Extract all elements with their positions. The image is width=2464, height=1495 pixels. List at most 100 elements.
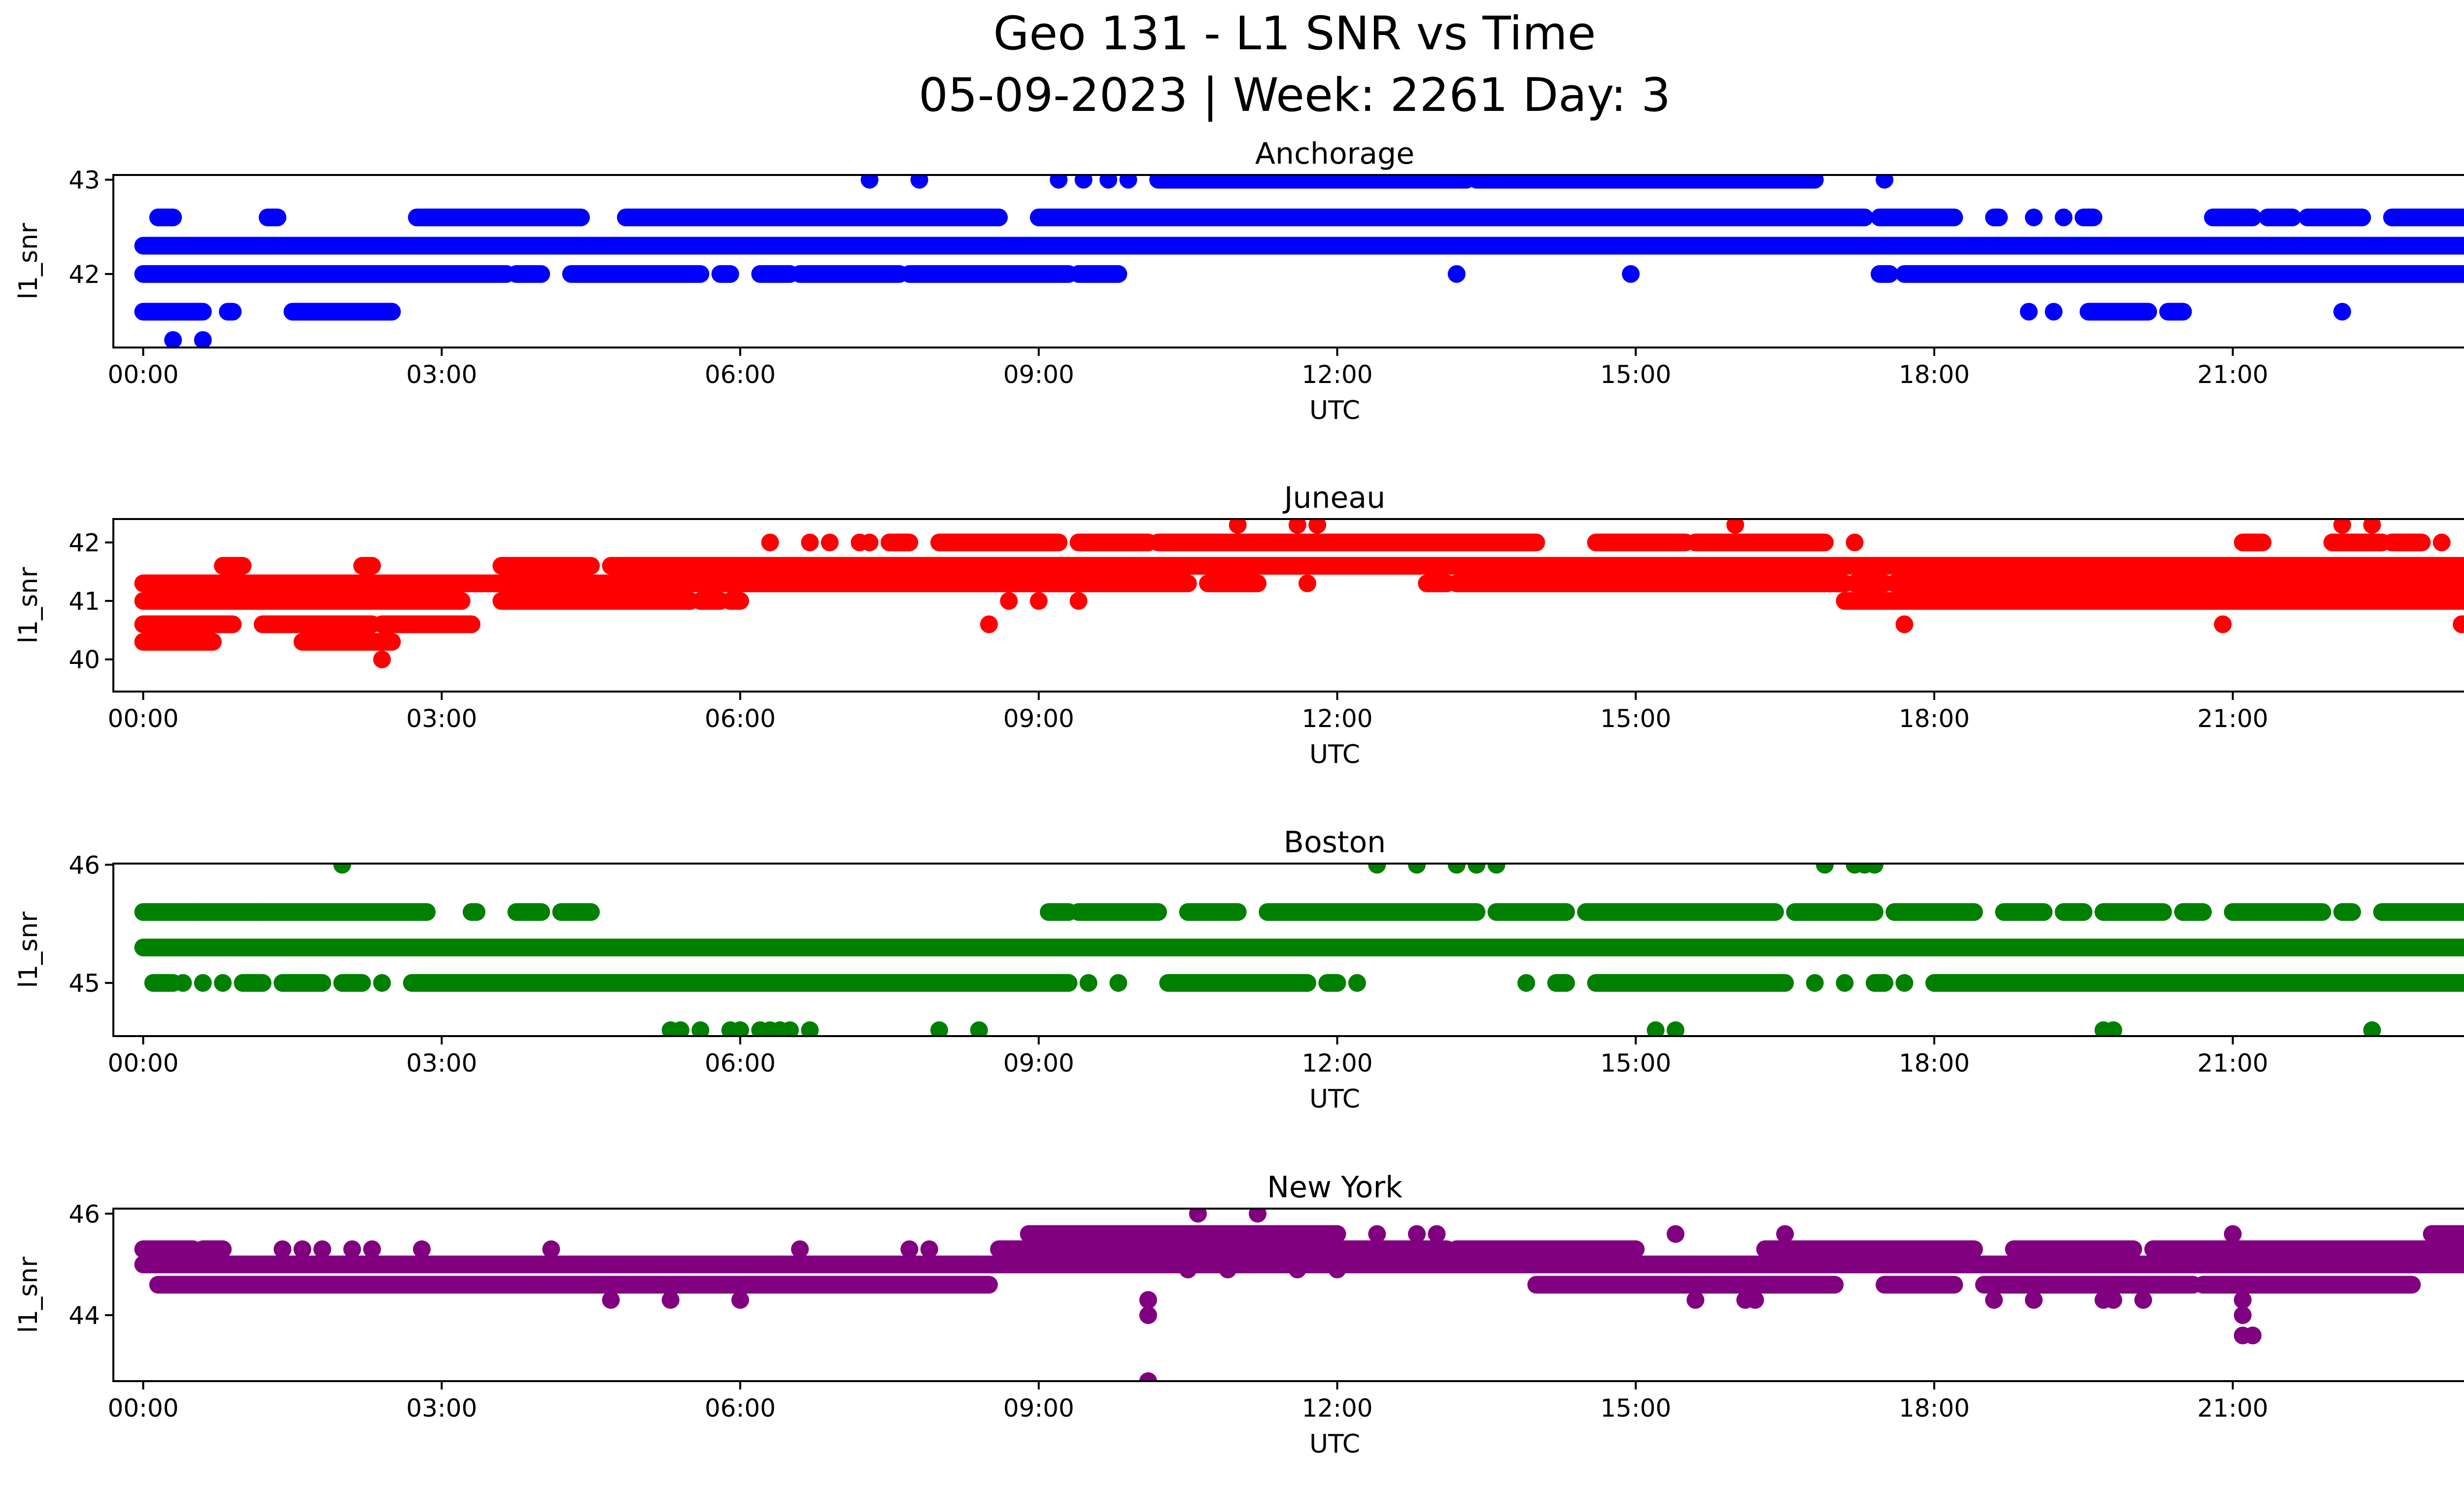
x-axis-label: UTC — [1309, 1429, 1360, 1459]
data-point — [1517, 974, 1536, 992]
y-axis-label: l1_snr — [14, 567, 43, 644]
data-point — [1408, 864, 1426, 874]
x-tick-label: 06:00 — [705, 704, 776, 733]
y-tick-label: 43 — [68, 166, 100, 195]
data-point — [1368, 864, 1386, 874]
x-tick-label: 12:00 — [1302, 1049, 1373, 1078]
data-point — [1686, 1291, 1705, 1309]
data-point — [2432, 533, 2451, 552]
data-point — [860, 175, 879, 189]
subplot-boston: Boston 00:00 03:00 06:00 09:00 12:00 15:00 18:0… — [14, 825, 2464, 1114]
x-tick-label: 03:00 — [406, 1394, 477, 1423]
data-point — [860, 533, 879, 552]
data-point — [2024, 1291, 2043, 1309]
x-tick-label: 12:00 — [1302, 360, 1373, 389]
y-tick-label: 45 — [68, 969, 100, 998]
x-tick-label: 00:00 — [108, 360, 179, 389]
data-point — [801, 1021, 819, 1036]
data-point — [1249, 974, 1267, 992]
y-tick-label: 46 — [68, 851, 100, 879]
data-point — [691, 1021, 710, 1036]
data-point — [731, 1021, 750, 1036]
data-point — [2333, 519, 2351, 534]
data-point — [542, 1240, 560, 1258]
x-axis-label: UTC — [1309, 396, 1360, 425]
x-tick-label: 09:00 — [1003, 1394, 1074, 1423]
data-point — [781, 1021, 799, 1036]
x-tick-label: 06:00 — [705, 1394, 776, 1423]
data-point — [791, 1240, 809, 1258]
data-point — [1895, 974, 1914, 992]
data-point — [313, 1240, 332, 1258]
data-point — [1079, 974, 1097, 992]
x-tick-label: 15:00 — [1600, 360, 1671, 389]
x-tick-label: 00:00 — [108, 704, 179, 733]
data-point — [1139, 1306, 1157, 1324]
data-point — [184, 903, 202, 921]
data-point — [1846, 533, 1864, 552]
data-point — [2233, 1291, 2252, 1309]
data-point — [602, 1291, 620, 1309]
data-point — [253, 903, 272, 921]
data-point — [671, 1021, 689, 1036]
y-tick-label: 42 — [68, 260, 100, 289]
data-point — [1815, 864, 1834, 874]
axes-frame — [112, 518, 2464, 693]
data-point — [2214, 615, 2232, 633]
data-point — [1667, 1021, 1685, 1036]
data-point — [1189, 1209, 1207, 1223]
data-point — [2054, 209, 2073, 227]
data-point — [1074, 175, 1093, 189]
data-point — [1776, 533, 1794, 552]
x-axis-label: UTC — [1309, 740, 1360, 769]
data-point — [920, 1240, 938, 1258]
x-tick-label: 18:00 — [1899, 1394, 1970, 1423]
data-point — [930, 1021, 948, 1036]
x-tick-label: 06:00 — [705, 360, 776, 389]
data-series — [134, 519, 2464, 668]
x-tick-label: 21:00 — [2197, 1394, 2268, 1423]
data-point — [761, 533, 779, 552]
data-point — [1876, 175, 1894, 189]
data-point — [900, 1240, 919, 1258]
subplot-title: New York — [1267, 1170, 1403, 1205]
data-point — [1836, 974, 1854, 992]
data-point — [2224, 1225, 2242, 1243]
data-point — [1238, 237, 1257, 255]
y-axis-label: l1_snr — [14, 223, 43, 300]
data-point — [373, 650, 391, 668]
data-point — [2244, 1326, 2262, 1345]
data-point — [980, 615, 998, 633]
data-point — [1646, 1021, 1665, 1036]
x-tick-label: 18:00 — [1899, 360, 1970, 389]
data-point — [1099, 175, 1118, 189]
data-point — [1865, 864, 1883, 874]
x-tick-label: 15:00 — [1600, 1049, 1671, 1078]
data-point — [970, 1021, 988, 1036]
figure-title-line-2: 05-09-2023 | Week: 2261 Day: 3 — [919, 69, 1671, 122]
data-point — [821, 533, 839, 552]
data-point — [1667, 1225, 1685, 1243]
data-point — [1447, 265, 1466, 283]
x-tick-label: 21:00 — [2197, 360, 2268, 389]
data-point — [661, 1291, 680, 1309]
y-tick-label: 44 — [68, 1301, 100, 1330]
data-point — [274, 1240, 292, 1258]
subplot-juneau: Juneau 00:00 03:00 06:00 09:00 12:00 15:00 18:0… — [14, 481, 2464, 769]
data-point — [333, 864, 351, 874]
subplot-new-york: New York 00:00 03:00 06:00 09:00 12:00 15:00 18… — [14, 1170, 2464, 1459]
x-tick-label: 03:00 — [406, 1049, 477, 1078]
data-point — [1069, 592, 1088, 610]
data-point — [174, 974, 192, 992]
data-point — [2363, 1021, 2381, 1036]
x-tick-label: 00:00 — [108, 1394, 179, 1423]
data-point — [731, 1291, 750, 1309]
data-point — [1219, 1260, 1237, 1279]
x-tick-label: 12:00 — [1302, 1394, 1373, 1423]
x-tick-label: 15:00 — [1600, 704, 1671, 733]
x-axis-label: UTC — [1309, 1084, 1360, 1114]
y-axis-label: l1_snr — [14, 1256, 43, 1333]
y-tick-label: 40 — [68, 646, 100, 674]
data-point — [1229, 519, 1247, 534]
subplot-title: Anchorage — [1255, 137, 1414, 171]
